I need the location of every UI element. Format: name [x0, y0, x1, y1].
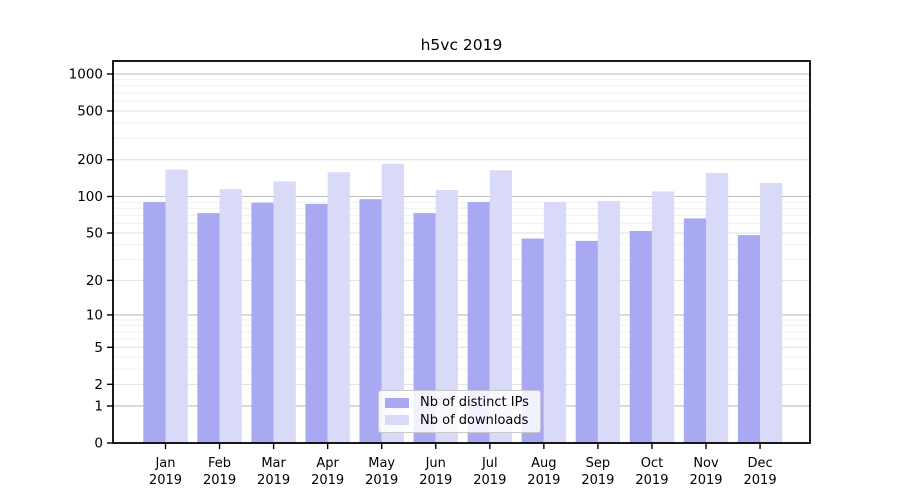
bar-downloads-aug: [543, 202, 567, 443]
y-tick-label: 500: [77, 103, 103, 119]
x-tick-label-year: 2019: [527, 473, 560, 488]
bar-downloads-oct: [651, 191, 675, 443]
x-tick-label-month: Oct: [641, 456, 663, 471]
legend-swatch-downloads-icon: [385, 415, 409, 426]
x-tick-label-month: Apr: [316, 456, 339, 471]
x-tick-label-year: 2019: [689, 473, 722, 488]
bar-ips-feb: [197, 213, 220, 443]
y-tick-label: 1000: [69, 67, 103, 83]
legend-label-distinct-ips: Nb of distinct IPs: [420, 395, 529, 411]
x-tick-label-year: 2019: [149, 473, 182, 488]
y-tick-label: 10: [86, 307, 103, 323]
x-tick-label-month: Jan: [154, 456, 175, 471]
x-tick-label-month: Jul: [481, 456, 498, 471]
bar-downloads-nov: [706, 172, 729, 443]
bar-ips-oct: [629, 230, 652, 443]
bar-downloads-sep: [597, 200, 621, 443]
bar-downloads-mar: [273, 181, 296, 443]
x-tick-label-year: 2019: [473, 473, 506, 488]
x-tick-label-month: Dec: [747, 456, 772, 471]
bar-ips-mar: [251, 202, 274, 443]
legend-label-downloads: Nb of downloads: [420, 412, 529, 428]
y-tick-label: 100: [77, 189, 103, 205]
bar-ips-nov: [683, 218, 706, 443]
chart-title: h5vc 2019: [420, 36, 503, 54]
x-tick-label-year: 2019: [365, 473, 398, 488]
legend-item-downloads: Nb of downloads: [385, 413, 534, 428]
bar-downloads-feb: [219, 189, 242, 443]
bar-ips-jun: [413, 213, 436, 443]
bar-downloads-jun: [435, 190, 458, 443]
x-tick-label-year: 2019: [203, 473, 236, 488]
y-tick-label: 5: [94, 340, 103, 356]
x-tick-label-month: Aug: [531, 456, 556, 471]
bar-downloads-jul: [489, 170, 512, 443]
legend: Nb of distinct IPs Nb of downloads: [378, 390, 541, 433]
x-tick-label-year: 2019: [311, 473, 344, 488]
y-tick-label: 20: [86, 273, 103, 289]
legend-swatch-distinct-ips-icon: [385, 397, 409, 408]
x-tick-label-month: Feb: [208, 456, 231, 471]
bar-ips-sep: [575, 240, 598, 443]
bar-ips-dec: [737, 235, 761, 443]
bar-downloads-apr: [327, 172, 350, 443]
bar-downloads-dec: [760, 183, 783, 443]
plot-frame: [112, 60, 811, 444]
x-tick-label-month: Jun: [425, 456, 446, 471]
x-tick-label-year: 2019: [744, 473, 777, 488]
y-tick-label: 0: [94, 436, 103, 452]
legend-item-distinct-ips: Nb of distinct IPs: [385, 395, 534, 410]
x-tick-label-month: May: [368, 456, 395, 471]
x-tick-label-month: Sep: [586, 456, 611, 471]
bar-downloads-jan: [165, 169, 188, 443]
y-tick-label: 2: [94, 377, 103, 393]
bar-ips-may: [359, 199, 382, 443]
x-tick-label-year: 2019: [419, 473, 452, 488]
bar-ips-apr: [305, 203, 328, 443]
bar-ips-jul: [467, 202, 490, 443]
x-tick-label-month: Nov: [693, 456, 719, 471]
y-tick-label: 1: [94, 398, 103, 414]
bar-downloads-may: [381, 163, 404, 443]
x-tick-label-year: 2019: [635, 473, 668, 488]
bar-ips-jan: [143, 202, 166, 443]
x-tick-label-month: Mar: [261, 456, 286, 471]
y-tick-label: 50: [86, 225, 103, 241]
x-tick-label-year: 2019: [257, 473, 290, 488]
x-tick-label-year: 2019: [581, 473, 614, 488]
y-tick-label: 200: [77, 152, 103, 168]
